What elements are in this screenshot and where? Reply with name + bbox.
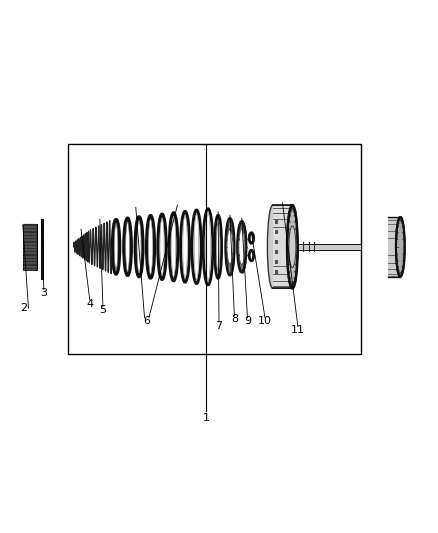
Bar [275,249,279,254]
Bar [388,217,400,277]
Bar [272,205,293,288]
Bar [23,224,37,270]
Bar [275,220,279,224]
Bar [275,260,279,264]
Text: 4: 4 [86,298,93,309]
Ellipse shape [237,221,246,272]
Ellipse shape [287,205,297,288]
Ellipse shape [239,229,245,264]
Text: 5: 5 [99,305,106,316]
Text: 7: 7 [215,321,223,330]
Bar [275,240,279,244]
Text: 9: 9 [244,316,251,326]
Text: 3: 3 [40,288,47,298]
Text: 1: 1 [202,413,209,423]
Ellipse shape [227,229,233,264]
Ellipse shape [267,205,278,288]
Text: 10: 10 [258,316,272,326]
Bar [275,270,279,274]
Text: 11: 11 [291,325,305,335]
Bar [68,144,361,354]
Text: 2: 2 [21,303,28,313]
Ellipse shape [226,219,234,275]
Ellipse shape [396,217,405,277]
Text: 6: 6 [143,316,150,326]
Bar [297,244,361,250]
Ellipse shape [289,226,296,268]
Text: 8: 8 [231,314,238,324]
Bar [275,230,279,234]
